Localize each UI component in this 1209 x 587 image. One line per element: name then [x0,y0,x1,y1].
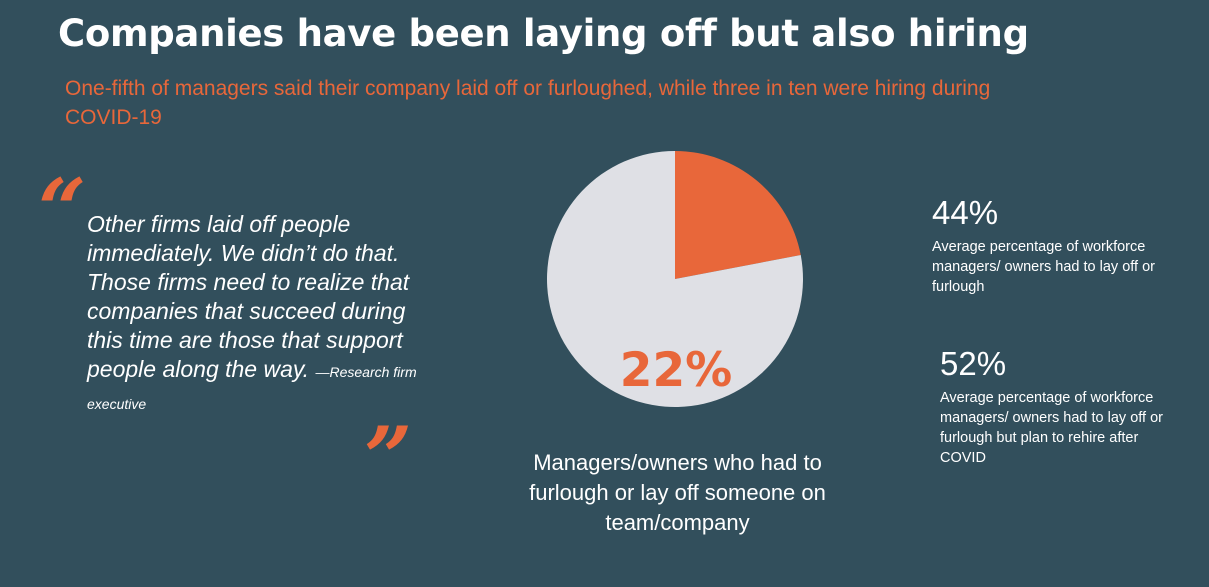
stat-description: Average percentage of workforce managers… [940,390,1163,466]
quote-text: Other firms laid off people immediately.… [87,211,410,382]
close-quote-mark: ” [364,408,413,507]
quote-block: Other firms laid off people immediately.… [87,210,432,419]
pie-slice-furlough [675,151,801,279]
stat-card-layoff: 44% Average percentage of workforce mana… [932,195,1172,297]
stat-description: Average percentage of workforce managers… [932,239,1155,295]
pie-slice-remainder [547,151,803,407]
pie-caption: Managers/owners who had to furlough or l… [529,450,826,535]
open-quote-mark: “ [38,160,87,259]
pie-chart [547,151,803,407]
page-subtitle: One-fifth of managers said their company… [65,77,991,129]
page-title: Companies have been laying off but also … [58,12,1029,55]
stat-value: 52% [940,345,1007,382]
stat-card-rehire: 52% Average percentage of workforce mana… [940,346,1180,468]
pie-value-label: 22% [619,343,733,398]
stat-value: 44% [932,194,999,231]
quote-attribution: —Research firm executive [87,364,417,412]
